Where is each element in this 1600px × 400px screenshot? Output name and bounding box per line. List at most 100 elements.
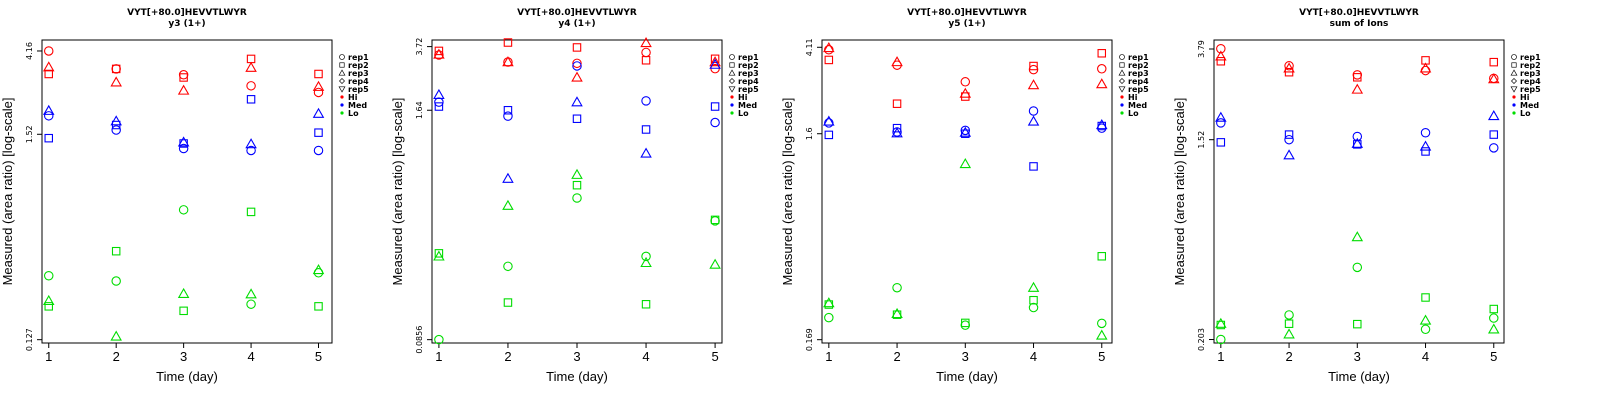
data-point	[891, 127, 903, 138]
data-point	[1216, 138, 1226, 147]
y-tick-label: 1.6	[805, 127, 814, 140]
data-point	[823, 42, 835, 53]
data-point	[246, 207, 256, 217]
data-point	[246, 81, 256, 91]
legend-marker-Lo	[1512, 111, 1516, 115]
data-point	[1284, 310, 1294, 320]
data-point	[572, 193, 582, 203]
data-point	[313, 145, 324, 156]
x-tick-label: 2	[1285, 349, 1292, 364]
x-tick-label: 4	[1422, 349, 1429, 364]
data-point	[177, 84, 190, 95]
x-tick-label: 4	[247, 349, 254, 364]
data-point	[823, 297, 835, 308]
legend-label: Lo	[348, 109, 359, 118]
x-tick-label: 3	[962, 349, 969, 364]
data-point	[959, 158, 972, 169]
data-point	[178, 205, 189, 215]
data-point	[571, 71, 583, 82]
data-point	[709, 258, 721, 269]
y-tick-label: 0.127	[25, 328, 34, 351]
legend-marker-rep4	[729, 78, 735, 84]
data-point	[246, 54, 256, 64]
data-point	[111, 276, 121, 286]
data-point	[1420, 128, 1431, 138]
legend-marker-rep2	[1119, 62, 1125, 68]
plot-frame	[821, 39, 1113, 344]
data-point	[640, 256, 652, 268]
legend-marker-Lo	[1120, 111, 1124, 115]
legend-marker-rep4	[1511, 78, 1517, 84]
chart-subtitle: y3 (1+)	[168, 19, 205, 29]
legend-marker-rep2	[339, 62, 345, 68]
data-point	[641, 47, 651, 58]
data-point	[43, 270, 54, 281]
data-point	[961, 92, 970, 101]
data-point	[1419, 314, 1432, 325]
data-point	[892, 123, 902, 133]
data-point	[434, 334, 444, 345]
data-point	[1489, 313, 1499, 323]
data-point	[434, 97, 444, 107]
data-point	[1353, 73, 1362, 82]
data-point	[572, 43, 582, 52]
legend-label: rep5	[1520, 85, 1541, 94]
data-point	[43, 111, 54, 121]
data-point	[1489, 130, 1499, 139]
legend-label: rep4	[348, 77, 369, 86]
data-point	[245, 61, 257, 72]
data-point	[960, 320, 971, 330]
x-tick-label: 1	[435, 349, 442, 364]
chart-subtitle: y5 (1+)	[948, 19, 985, 29]
x-axis-label: Time (day)	[156, 369, 218, 384]
x-tick-label: 2	[504, 349, 511, 364]
chart-title: VYT[+80.0]HEVVTLWYR	[1299, 8, 1419, 18]
legend-label: Med	[1128, 101, 1147, 110]
data-point	[312, 107, 325, 118]
data-point	[1351, 137, 1364, 148]
data-point	[178, 70, 189, 80]
chart-title: VYT[+80.0]HEVVTLWYR	[127, 8, 247, 18]
x-tick-label: 5	[711, 349, 718, 364]
x-axis-label: Time (day)	[546, 369, 608, 384]
legend-marker-Med	[1120, 103, 1124, 107]
data-point	[433, 88, 445, 99]
y-axis-label: Measured (area ratio) [log-scale]	[780, 98, 795, 286]
legend-marker-rep2	[729, 62, 735, 68]
data-points	[1215, 43, 1500, 345]
data-point	[502, 172, 514, 183]
plot-frame	[1213, 39, 1505, 344]
data-point	[1095, 119, 1108, 130]
data-point	[641, 125, 651, 134]
legend-marker-Med	[340, 103, 344, 107]
chart-title: VYT[+80.0]HEVVTLWYR	[517, 8, 637, 18]
data-point	[177, 287, 190, 299]
legend-label: rep3	[1128, 69, 1149, 78]
legend-marker-Lo	[340, 111, 344, 115]
legend-label: Hi	[1520, 93, 1530, 102]
data-point	[314, 302, 323, 311]
legend-marker-rep1	[1119, 54, 1125, 60]
data-point	[1216, 57, 1226, 66]
data-point	[641, 251, 651, 262]
data-point	[1283, 62, 1295, 73]
data-point	[572, 180, 582, 190]
legend-label: rep2	[1128, 61, 1149, 70]
data-point	[1095, 78, 1108, 89]
legend-marker-rep5	[1118, 86, 1126, 93]
legend-marker-Hi	[1120, 95, 1124, 99]
data-point	[111, 64, 121, 74]
data-point	[641, 56, 651, 65]
legend-marker-Lo	[730, 111, 734, 115]
x-axis-label: Time (day)	[1328, 369, 1390, 384]
legend-marker-rep5	[338, 86, 346, 93]
data-point	[1284, 61, 1294, 71]
legend-label: rep1	[348, 53, 369, 62]
data-point	[503, 111, 513, 121]
data-point	[824, 45, 834, 55]
data-point	[1284, 130, 1294, 139]
legend-label: Hi	[348, 93, 358, 102]
legend-marker-rep2	[1511, 62, 1517, 68]
data-point	[1097, 252, 1107, 261]
